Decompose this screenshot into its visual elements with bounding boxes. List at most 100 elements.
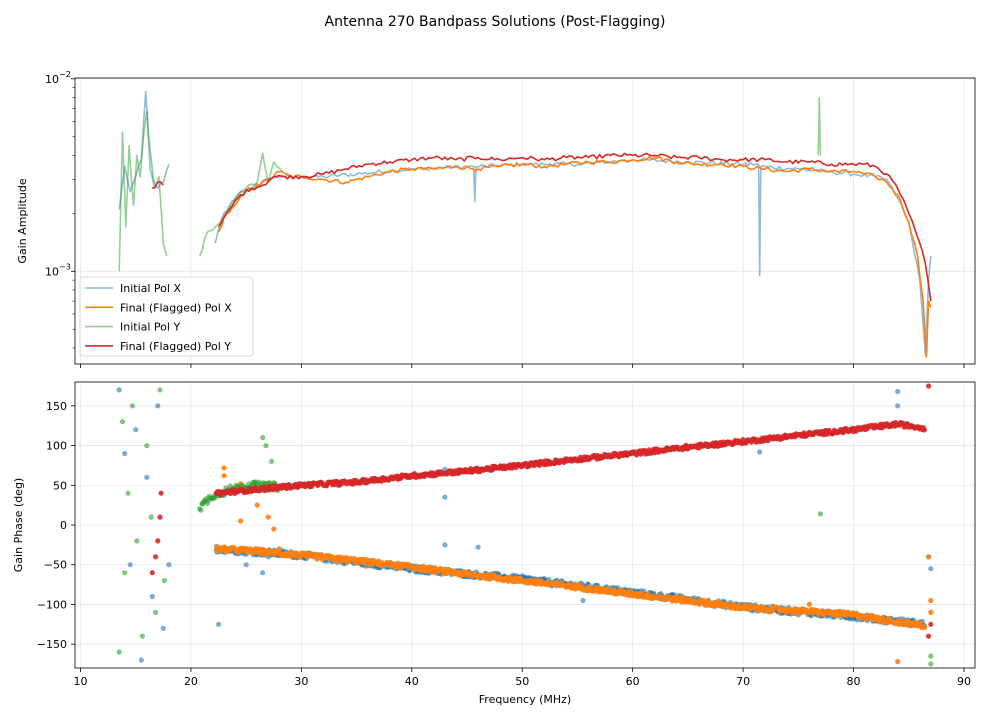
phase-outlier-point (895, 403, 901, 409)
phase-panel: 10 20 30 40 50 60 70 80 90 −150 −100 −50 0 50 100 150 G… (12, 381, 976, 706)
phase-outlier-point (442, 568, 448, 574)
phase-outlier-point (928, 653, 934, 659)
phase-xtick-label-40: 40 (405, 675, 419, 688)
phase-outlier-point (926, 554, 932, 560)
phase-outlier-point (580, 597, 586, 604)
amp-axes-frame (74, 77, 976, 365)
phase-ytick-label--100: −100 (37, 598, 67, 611)
phase-grid (75, 382, 975, 668)
phase-outlier-point (127, 562, 133, 568)
amp-line-final_y-0 (152, 181, 164, 190)
amp-grid (75, 78, 975, 364)
phase-outlier-point (263, 443, 269, 449)
phase-xtick-label-10: 10 (74, 675, 88, 688)
phase-point (921, 427, 928, 433)
phase-outlier-point (276, 546, 282, 552)
phase-outlier-point (260, 570, 266, 576)
phase-ytick-label-50: 50 (53, 479, 67, 492)
amp-ytick-label-1: 10−3 (45, 262, 71, 278)
phase-outlier-point (161, 578, 167, 584)
legend-box (79, 276, 254, 357)
phase-outlier-point (757, 449, 763, 455)
phase-outlier-point (138, 657, 144, 663)
phase-xtick-label-50: 50 (515, 675, 529, 688)
amplitude-panel: 10−2 10−3 Gain Amplitude Initial Pol X Fin… (16, 70, 976, 368)
phase-outlier-point (160, 625, 166, 631)
phase-outlier-point (134, 538, 140, 544)
legend-label-final_y: Final (Flagged) Pol Y (120, 340, 231, 353)
phase-xtick-label-60: 60 (626, 675, 640, 688)
phase-points-final_y (149, 383, 934, 639)
phase-outlier-point (153, 609, 159, 616)
phase-outlier-point (116, 649, 122, 655)
phase-outlier-point (928, 609, 934, 616)
phase-outlier-point (265, 514, 271, 520)
phase-outlier-point (216, 621, 222, 627)
phase-outlier-point (166, 562, 172, 568)
phase-outlier-point (116, 387, 122, 393)
phase-outlier-point (475, 544, 481, 550)
amp-line-final_y-1 (217, 152, 932, 302)
phase-outlier-point (149, 593, 155, 600)
phase-outlier-point (144, 474, 150, 480)
phase-point (198, 507, 204, 513)
phase-outlier-point (895, 388, 901, 395)
phase-ytick-label-0: 0 (60, 519, 67, 532)
figure-title: Antenna 270 Bandpass Solutions (Post-Fla… (325, 14, 666, 30)
legend-label-init_y: Initial Pol Y (120, 321, 180, 334)
phase-outlier-point (926, 633, 932, 639)
amp-legend: Initial Pol X Final (Flagged) Pol X Initia… (79, 276, 254, 357)
phase-ytick-label--150: −150 (37, 638, 67, 651)
phase-xlabel: Frequency (MHz) (479, 693, 571, 706)
phase-points-init_y (116, 387, 934, 667)
phase-outlier-point (155, 538, 161, 544)
phase-point (922, 624, 928, 631)
amp-line-init_y-0 (118, 110, 168, 272)
phase-outlier-point (133, 427, 139, 433)
phase-outlier-point (817, 511, 824, 517)
phase-outlier-point (238, 518, 244, 524)
phase-outlier-point (243, 562, 249, 568)
amp-series (118, 90, 932, 358)
phase-outlier-point (806, 601, 813, 608)
phase-outlier-point (157, 514, 163, 520)
amp-line-final_x-0 (217, 155, 932, 358)
phase-outlier-point (221, 465, 227, 471)
legend-label-init_x: Initial Pol X (120, 282, 181, 295)
amp-ylabel: Gain Amplitude (16, 178, 29, 263)
phase-xtick-label-80: 80 (847, 675, 861, 688)
phase-outlier-point (122, 450, 128, 457)
phase-outlier-point (155, 403, 161, 409)
phase-outlier-point (254, 502, 260, 508)
phase-outlier-point (149, 570, 155, 576)
phase-outlier-point (926, 383, 932, 389)
phase-outlier-point (129, 403, 135, 409)
phase-ytick-label-150: 150 (46, 400, 67, 413)
phase-outlier-point (221, 473, 227, 479)
phase-outlier-point (928, 661, 934, 667)
phase-outlier-point (125, 490, 131, 496)
phase-ticks: 10 20 30 40 50 60 70 80 90 −150 −100 −50 0 50 100 150 (37, 400, 971, 688)
amp-line-init_x-1 (214, 157, 932, 356)
phase-outlier-point (139, 633, 145, 639)
phase-outlier-point (157, 387, 163, 393)
phase-outlier-point (148, 514, 154, 520)
phase-xtick-label-90: 90 (957, 675, 971, 688)
phase-xtick-label-20: 20 (184, 675, 198, 688)
phase-outlier-point (122, 570, 128, 576)
phase-outlier-point (928, 597, 934, 604)
phase-points-final_x (213, 465, 934, 665)
phase-outlier-point (260, 435, 266, 441)
amp-line-init_y-1 (199, 152, 284, 257)
phase-outlier-point (153, 554, 159, 560)
phase-outlier-point (442, 542, 448, 548)
phase-ytick-label-100: 100 (46, 440, 67, 453)
phase-ytick-label--50: −50 (44, 559, 67, 572)
phase-outlier-point (158, 490, 164, 496)
phase-point (917, 620, 924, 626)
amp-line-init_y-2 (817, 96, 822, 156)
phase-outlier-point (928, 621, 934, 627)
phase-xtick-label-30: 30 (294, 675, 308, 688)
phase-xtick-label-70: 70 (736, 675, 750, 688)
